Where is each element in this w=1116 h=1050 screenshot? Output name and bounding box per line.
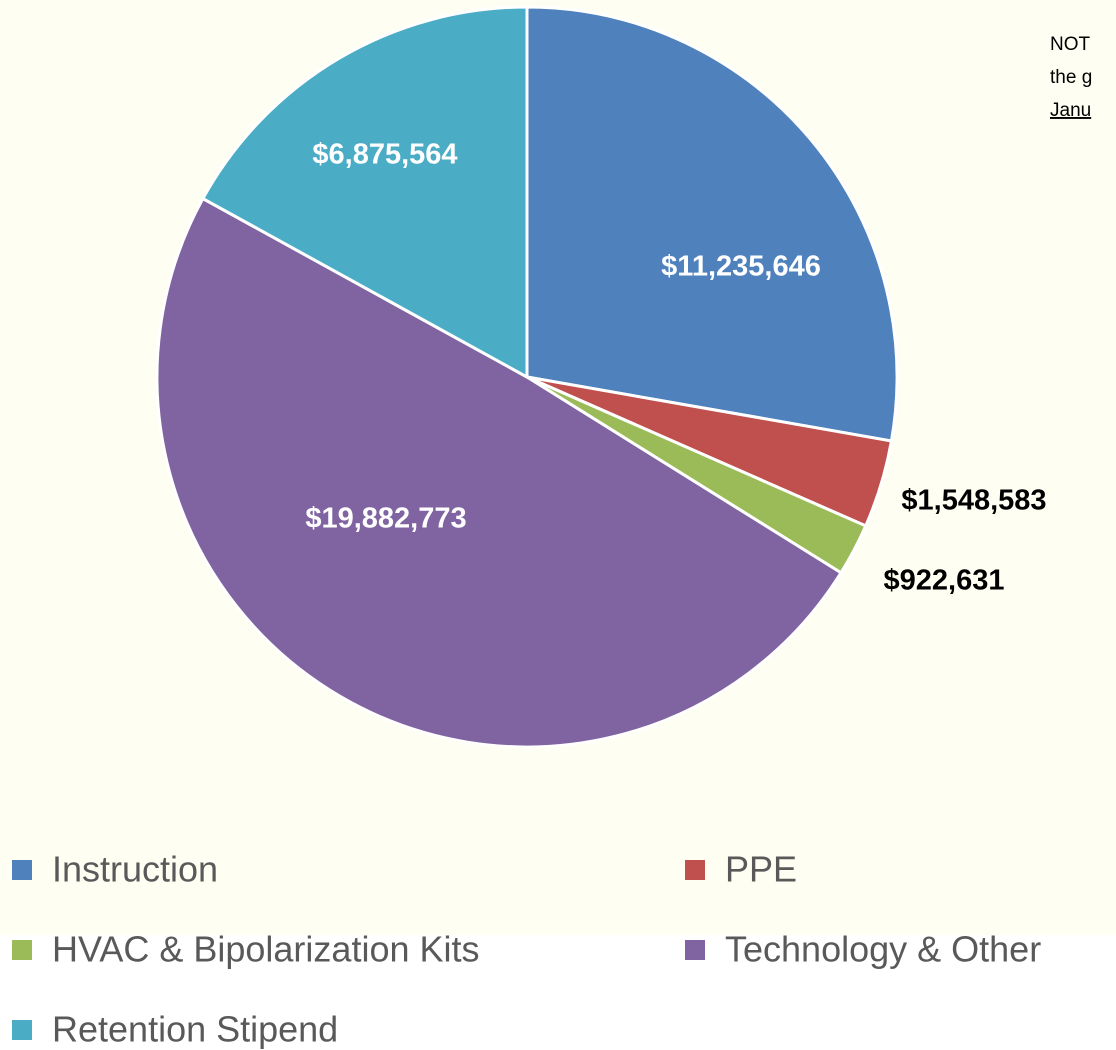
legend-swatch [685, 860, 705, 880]
annotation: the g [1050, 67, 1092, 88]
data-label: $1,548,583 [901, 485, 1046, 517]
data-label: $6,875,564 [312, 139, 457, 171]
legend-label: PPE [725, 849, 797, 890]
data-label: $19,882,773 [305, 503, 466, 535]
data-label: $922,631 [884, 565, 1005, 597]
pie-slice [155, 196, 844, 749]
legend-label: Retention Stipend [52, 1009, 338, 1050]
legend-label: Instruction [52, 849, 218, 890]
legend-swatch [685, 940, 705, 960]
data-label: $11,235,646 [661, 251, 821, 283]
legend-swatch [12, 940, 32, 960]
legend-label: HVAC & Bipolarization Kits [52, 929, 480, 970]
pie-slice [525, 5, 899, 443]
legend-swatch [12, 860, 32, 880]
annotation: Janu [1050, 100, 1091, 121]
annotation: NOT [1050, 34, 1091, 55]
legend-swatch [12, 1020, 32, 1040]
legend-label: Technology & Other [725, 929, 1041, 970]
pie-slice [200, 5, 529, 380]
